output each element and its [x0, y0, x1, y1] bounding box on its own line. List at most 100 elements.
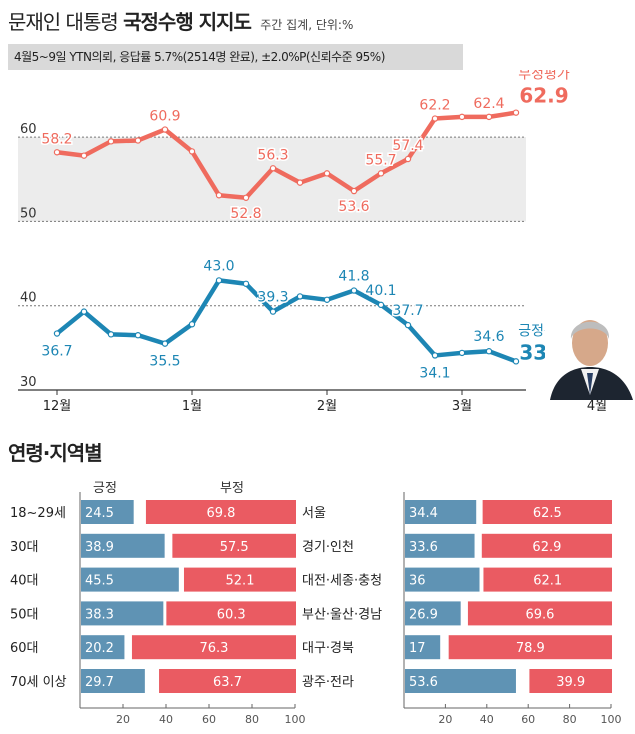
- age-bar-negative-1: [172, 533, 296, 558]
- age-bar-negative-label-0: 69.8: [206, 506, 235, 521]
- series-1-label-16: 34.6: [473, 329, 504, 345]
- series-1-point-0: [53, 330, 61, 337]
- age-category-1: 30대: [10, 540, 39, 555]
- section-title-age-region: 연령·지역별: [8, 441, 103, 465]
- series-1-label-4: 35.5: [149, 354, 180, 370]
- series-0-point-15: [458, 113, 466, 121]
- series-0-point-4: [161, 126, 169, 133]
- region-bar-positive-4: [405, 635, 441, 660]
- series-0-label-12: 55.7: [365, 152, 396, 168]
- series-1-point-8: [269, 308, 277, 315]
- age-bar-positive-0: [81, 500, 134, 524]
- unit-note: 주간 집계, 단위:%: [260, 18, 354, 32]
- region-bar-negative-label-4: 78.9: [516, 641, 545, 656]
- region-bar-positive-label-4: 17: [409, 641, 426, 656]
- region-bar-negative-1: [481, 533, 612, 558]
- age-bar-negative-4: [131, 635, 296, 660]
- region-category-1: 경기·인천: [302, 540, 354, 555]
- title-bold: 국정수행 지지도: [123, 10, 252, 34]
- series-1-point-11: [350, 287, 358, 294]
- age-bar-negative-3: [166, 601, 296, 626]
- region-category-4: 대구·경북: [302, 641, 354, 656]
- age-bar-negative-label-4: 76.3: [200, 641, 229, 656]
- age-bar-negative-5: [159, 669, 296, 693]
- series-1-point-10: [323, 296, 331, 303]
- xtick-label-0: 12월: [43, 399, 72, 414]
- region-category-2: 대전·세종·충청: [302, 574, 382, 589]
- age-xtick-80: 80: [245, 713, 259, 724]
- region-bar-positive-0: [405, 500, 477, 524]
- ytick-50: 50: [20, 206, 37, 221]
- age-bar-positive-label-5: 29.7: [85, 675, 114, 690]
- age-category-0: 18~29세: [10, 506, 66, 521]
- chart-title: 문재인 대통령 국정수행 지지도 주간 집계, 단위:%: [8, 6, 353, 35]
- age-bar-negative-0: [145, 500, 296, 524]
- age-bar-positive-label-4: 20.2: [85, 641, 114, 656]
- series-0-point-5: [188, 148, 196, 155]
- series-1-point-1: [80, 308, 88, 315]
- series-0-point-14: [431, 115, 439, 122]
- series-0-point-16: [485, 113, 493, 121]
- age-category-4: 60대: [10, 641, 39, 656]
- series-1-point-14: [431, 352, 439, 359]
- series-1-point-4: [161, 340, 169, 347]
- region-xtick-80: 80: [563, 713, 577, 724]
- region-bar-negative-3: [467, 601, 612, 626]
- series-1-point-5: [188, 321, 196, 328]
- age-xtick-100: 100: [285, 713, 306, 724]
- region-bar-positive-5: [405, 669, 516, 693]
- region-xtick-100: 100: [601, 713, 622, 724]
- region-bar-negative-label-5: 39.9: [556, 675, 585, 690]
- series-0-point-12: [377, 170, 385, 177]
- portrait-hair: [570, 321, 610, 339]
- region-bar-positive-label-3: 26.9: [409, 607, 438, 622]
- series-1-point-13: [404, 321, 412, 329]
- series-0-label-16: 62.4: [473, 96, 504, 112]
- region-bar-negative-2: [483, 567, 612, 592]
- series-0-point-0: [53, 149, 61, 156]
- region-bar-negative-5: [529, 669, 612, 693]
- series-0-point-8: [269, 165, 277, 172]
- age-bar-positive-label-1: 38.9: [85, 540, 114, 555]
- age-bar-positive-2: [81, 567, 179, 592]
- age-bar-positive-4: [81, 635, 125, 660]
- series-line-0: [54, 110, 519, 201]
- series-1-point-2: [107, 331, 115, 338]
- series-1-label-6: 43.0: [203, 258, 234, 274]
- series-0-point-6: [215, 192, 223, 199]
- region-bar-negative-label-1: 62.9: [532, 540, 561, 555]
- series-0-point-1: [80, 152, 88, 159]
- series-0-point-3: [134, 137, 142, 144]
- series-0-point-17: [512, 109, 520, 116]
- series-1-point-16: [485, 348, 493, 355]
- xtick-label-3: 3월: [452, 399, 472, 414]
- region-xtick-40: 40: [480, 713, 494, 724]
- series-0-label-4: 60.9: [149, 109, 180, 125]
- age-region-bar-charts: 20 40 60 80 100 18~29세 24.5 69.8 30대 38.9 57.5 40대 4…: [10, 481, 622, 724]
- age-bar-negative-label-3: 60.3: [217, 607, 246, 622]
- ytick-60: 60: [20, 122, 37, 137]
- series-1-point-7: [242, 280, 250, 287]
- region-bar-positive-label-0: 34.4: [409, 506, 438, 521]
- age-bar-positive-5: [81, 669, 145, 693]
- xtick-label-4: 4월: [587, 399, 607, 414]
- portrait-tie: [587, 373, 593, 395]
- title-plain: 문재인 대통령: [8, 10, 119, 34]
- region-bar-positive-label-1: 33.6: [409, 540, 438, 555]
- region-bar-negative-0: [482, 500, 612, 524]
- series-1-label-14: 34.1: [419, 365, 450, 381]
- age-bar-positive-label-2: 45.5: [85, 574, 114, 589]
- region-bar-negative-label-2: 62.1: [533, 574, 562, 589]
- series-0-point-13: [404, 155, 412, 163]
- series-1-point-6: [215, 277, 223, 284]
- series-0-label-17: 62.9: [519, 84, 568, 108]
- series-0-point-2: [107, 138, 115, 145]
- region-bar-positive-2: [405, 567, 480, 592]
- age-category-5: 70세 이상: [10, 675, 67, 690]
- region-bar-negative-label-0: 62.5: [533, 506, 562, 521]
- series-line-1: [54, 278, 519, 364]
- series-1-label-0: 36.7: [41, 344, 72, 360]
- age-xtick-60: 60: [202, 713, 216, 724]
- band-50-60: [18, 137, 526, 222]
- age-category-2: 40대: [10, 574, 39, 589]
